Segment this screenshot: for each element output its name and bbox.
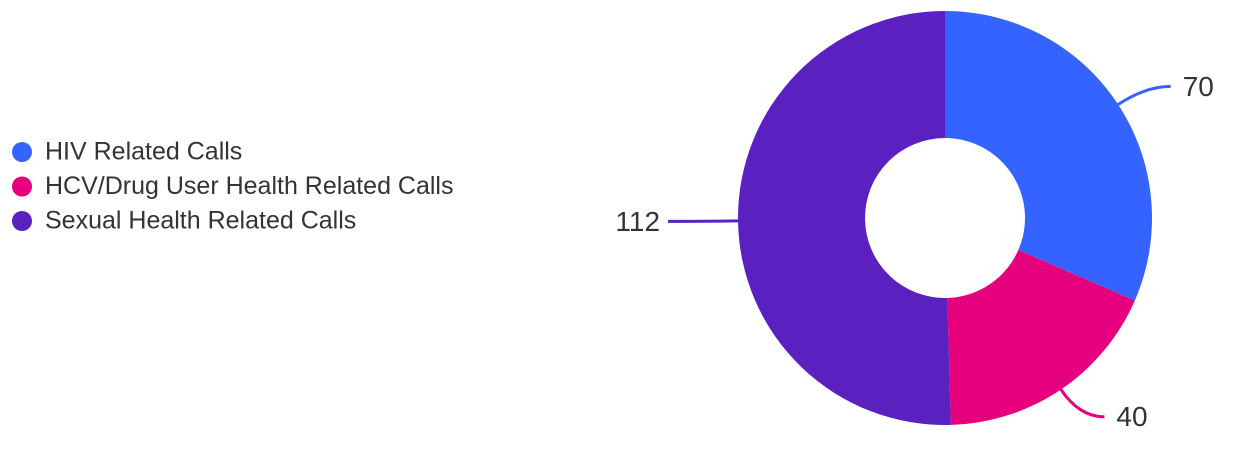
data-label: 112 (615, 206, 660, 237)
leader-line (1117, 84, 1171, 106)
slice (738, 11, 951, 425)
slice (945, 11, 1152, 301)
legend-swatch (12, 176, 32, 197)
legend-swatch (12, 211, 32, 231)
legend-label: Sexual Health Related Calls (45, 207, 356, 235)
legend-swatch (12, 142, 32, 162)
data-label: 70 (1183, 71, 1214, 102)
slice (947, 249, 1135, 425)
leader-line (1059, 388, 1105, 419)
legend-label: HIV Related Calls (45, 138, 242, 166)
data-label: 40 (1116, 401, 1147, 432)
legend-label: HCV/Drug User Health Related Calls (45, 172, 453, 200)
